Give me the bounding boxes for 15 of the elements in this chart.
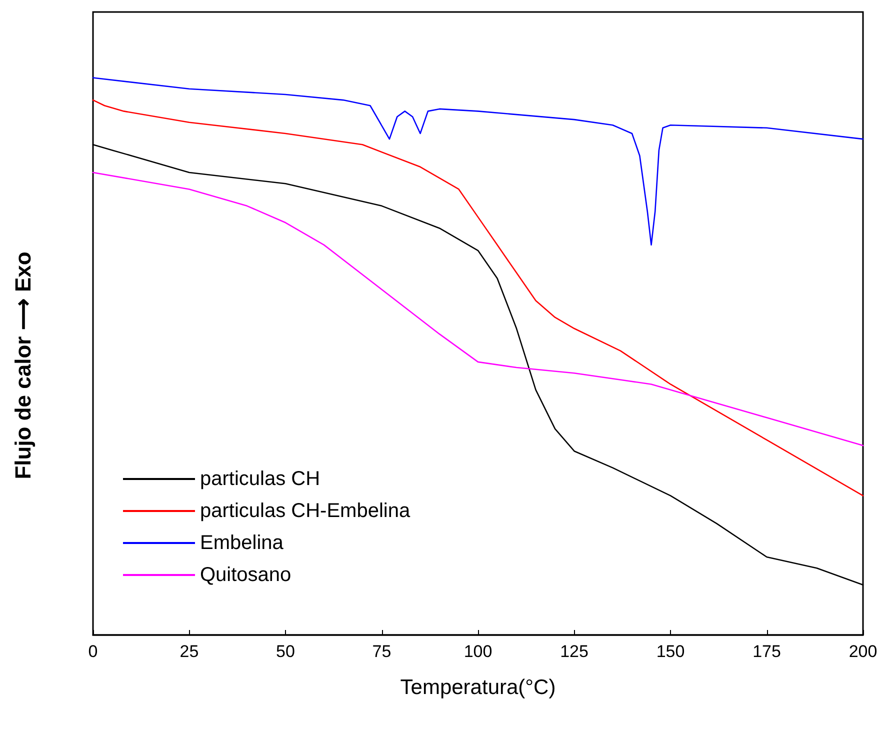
y-axis-title: Flujo de calor ⟶ Exo xyxy=(10,252,36,480)
legend-label: Embelina xyxy=(200,532,284,554)
x-tick-label: 100 xyxy=(464,642,492,661)
x-tick-label: 50 xyxy=(276,642,295,661)
legend-label: particulas CH xyxy=(200,468,320,490)
x-axis-title: Temperatura(°C) xyxy=(400,676,556,699)
legend-label: particulas CH-Embelina xyxy=(200,500,411,522)
x-tick-label: 175 xyxy=(752,642,781,661)
x-tick-label: 0 xyxy=(88,642,98,661)
x-tick-label: 75 xyxy=(372,642,392,661)
legend-label: Quitosano xyxy=(200,564,292,586)
x-tick-label: 125 xyxy=(560,642,588,661)
x-tick-label: 200 xyxy=(848,642,878,661)
x-tick-label: 150 xyxy=(656,642,685,661)
x-tick-label: 25 xyxy=(180,642,199,661)
